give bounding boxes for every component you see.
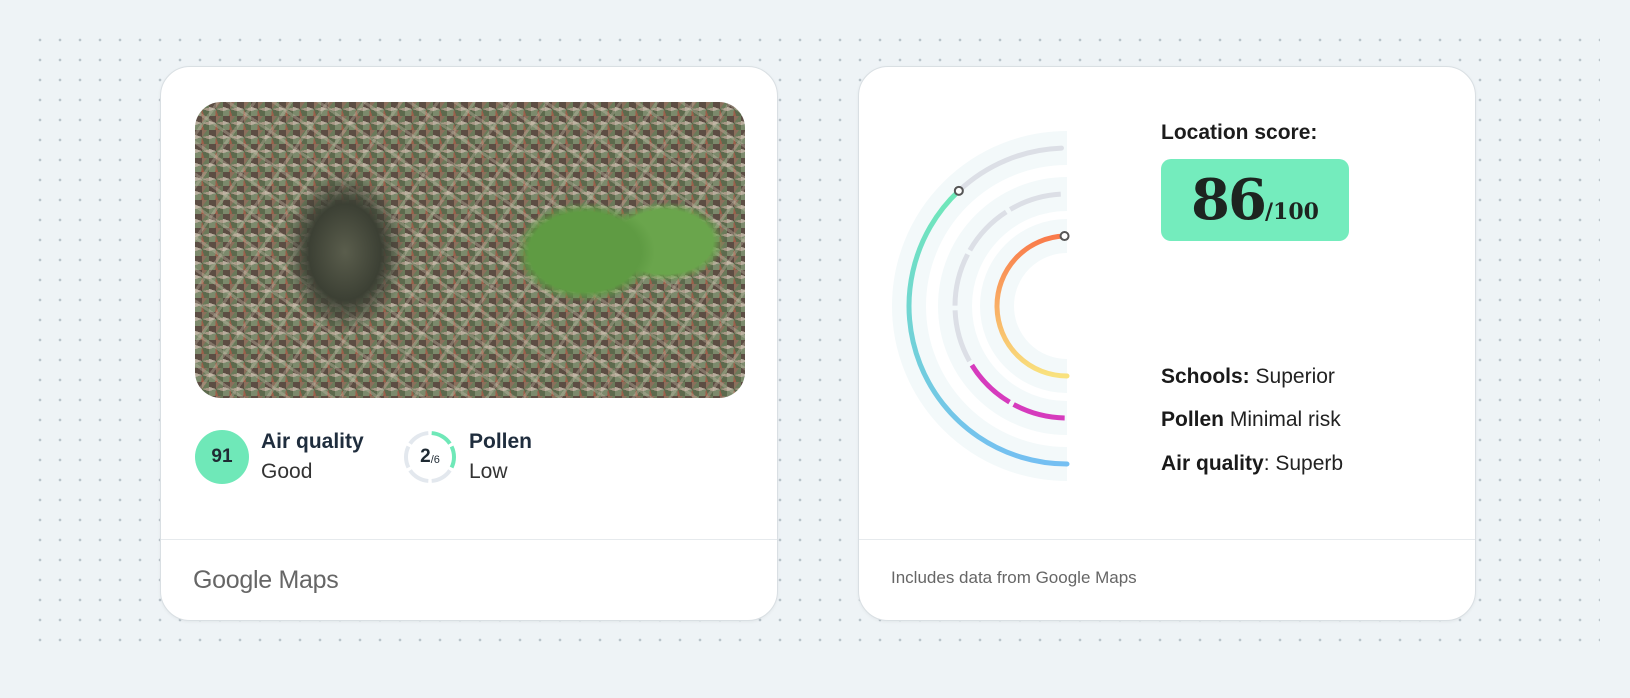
pollen-segment — [967, 209, 1008, 252]
score-max: /100 — [1264, 199, 1319, 225]
pollen-gauge-segment — [449, 445, 456, 469]
pollen-segment — [1012, 402, 1065, 421]
pollen-metric: 2/6 Pollen Low — [403, 427, 532, 487]
pollen-gauge: 2/6 — [403, 430, 457, 484]
legend-pollen: Pollen Minimal risk — [1161, 408, 1341, 431]
air-quality-marker — [953, 185, 964, 196]
pollen-gauge-segment — [404, 445, 411, 469]
air-quality-title: Air quality — [261, 430, 364, 453]
air-quality-metric: 91 Air quality Good — [195, 427, 364, 487]
legend-air-quality: Air quality: Superb — [1161, 452, 1344, 475]
pollen-segment — [952, 310, 972, 363]
pollen-ring — [404, 431, 456, 483]
pollen-segment — [1008, 191, 1061, 212]
pollen-segment — [952, 253, 970, 306]
pollen-segment — [969, 363, 1011, 405]
pollen-status: Low — [469, 460, 508, 483]
location-score-label: Location score: — [1161, 121, 1318, 144]
card-footer: Includes data from Google Maps — [859, 539, 1475, 620]
location-score-card: Location score: 86/100 Schools: Superior… — [858, 66, 1476, 621]
score-value: 86 — [1191, 167, 1267, 233]
pollen-max: /6 — [430, 453, 440, 466]
air-quality-card: 91 Air quality Good 2/6 Pollen Low Googl… — [160, 66, 778, 621]
pollen-gauge-segment — [431, 469, 452, 483]
air-quality-arc — [906, 188, 1070, 467]
schools-ring-background — [980, 219, 1068, 393]
satellite-map-image[interactable] — [195, 102, 745, 398]
score-rings-chart — [892, 131, 1070, 481]
legend-schools: Schools: Superior — [1161, 365, 1335, 388]
pollen-gauge-segment — [408, 431, 429, 445]
pollen-value: 2 — [420, 446, 431, 467]
schools-marker — [1059, 231, 1070, 242]
pollen-gauge-segment — [431, 431, 452, 445]
air-quality-badge: 91 — [195, 430, 249, 484]
google-maps-logo: Google Maps — [193, 566, 339, 594]
schools-arc — [994, 233, 1070, 379]
pollen-gauge-segment — [408, 469, 429, 483]
card-footer: Google Maps — [161, 539, 777, 620]
air-quality-track — [956, 145, 1064, 194]
pollen-title: Pollen — [469, 430, 533, 453]
air-quality-status: Good — [261, 460, 313, 483]
location-score-badge: 86/100 — [1161, 159, 1349, 241]
data-attribution: Includes data from Google Maps — [891, 568, 1137, 587]
